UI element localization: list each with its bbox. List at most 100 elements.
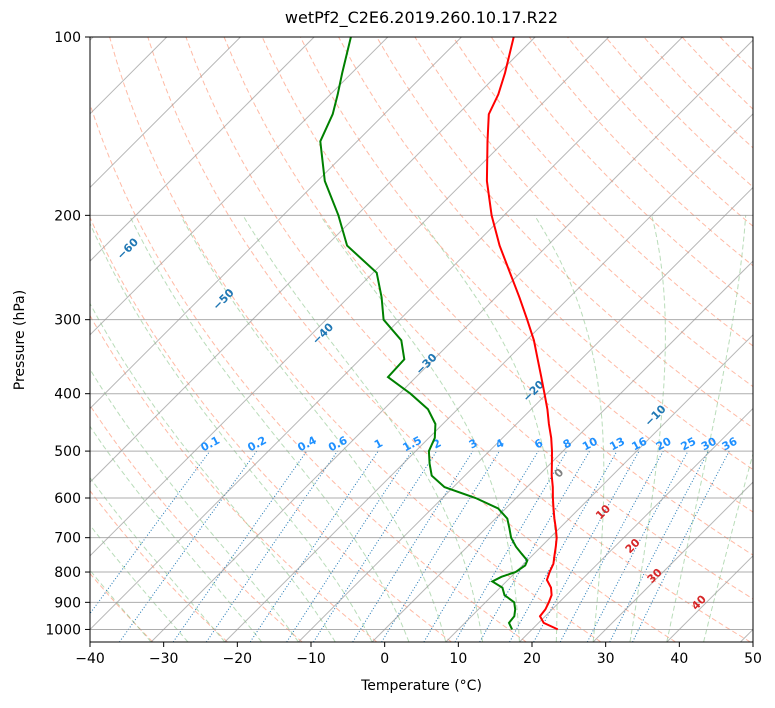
isotherm-line <box>519 407 753 642</box>
dry-adiabat-label: −50 <box>210 286 237 313</box>
mixing-ratio-line <box>352 450 474 642</box>
dry-adiabat-line <box>109 37 602 642</box>
mixing-ratio-line <box>249 450 379 642</box>
isotherm-line <box>90 37 389 336</box>
mixing-ratio-line <box>509 450 618 642</box>
axes: −40 −30 −20 −10 0 10 20 30 40 5010020030040050060… <box>45 30 762 667</box>
dry-adiabat-line <box>90 102 527 642</box>
y-tick-label: 1000 <box>45 622 81 638</box>
x-tick-label: 40 <box>670 651 688 667</box>
mixing-ratio-label: 10 <box>580 435 600 454</box>
moist-adiabat-line <box>90 368 299 642</box>
dry-adiabat-line <box>0 37 3 642</box>
isotherm-line <box>666 555 753 642</box>
mixing-ratio-line <box>205 450 338 642</box>
mixing-ratio-line <box>423 450 539 642</box>
isotherm-line <box>150 39 753 642</box>
dry-adiabat-line <box>185 37 751 642</box>
mixing-ratio-label: 30 <box>699 435 719 454</box>
x-axis-label: Temperature (°C) <box>361 678 482 694</box>
x-tick-label: 20 <box>523 651 541 667</box>
mixing-ratio-line <box>632 450 730 642</box>
dewpoint-profile <box>319 37 529 630</box>
isotherm-line <box>90 37 462 410</box>
moist-adiabat-line <box>90 302 336 642</box>
mixing-ratio-label: 1 <box>372 436 385 451</box>
isotherm-line <box>445 334 753 642</box>
x-tick-label: 50 <box>744 651 762 667</box>
mixing-ratio-label: 8 <box>561 436 574 451</box>
mixing-ratio-line <box>533 450 640 642</box>
sounding-profiles <box>319 37 559 631</box>
y-tick-label: 200 <box>54 208 81 224</box>
moist-adiabat-label: 40 <box>689 592 709 612</box>
isotherm-line <box>90 37 241 189</box>
dry-adiabat-line <box>643 37 753 149</box>
isotherm-line <box>90 37 610 557</box>
y-tick-label: 700 <box>54 531 81 547</box>
dry-adiabat-line <box>490 37 753 307</box>
dry-adiabat-line <box>299 37 753 513</box>
isotherm-line <box>90 37 94 41</box>
isotherm-line <box>0 37 19 642</box>
y-tick-label: 800 <box>54 565 81 581</box>
isotherm-line <box>592 481 753 642</box>
moist-adiabat-line <box>180 215 447 642</box>
moist-adiabat-line <box>129 215 410 642</box>
dry-adiabat-line <box>414 37 753 388</box>
x-tick-label: −10 <box>296 651 326 667</box>
moist-adiabat-line <box>90 569 152 642</box>
isotherm-line <box>90 37 536 483</box>
moist-adiabat-label: 20 <box>623 536 643 556</box>
x-tick-label: 30 <box>597 651 615 667</box>
mixing-ratio-line <box>454 450 568 642</box>
isotherm-line <box>90 37 315 262</box>
mixing-ratio-line <box>313 450 438 642</box>
dry-adiabat-line <box>147 37 676 642</box>
mixing-ratio-label: 16 <box>630 435 650 454</box>
x-tick-label: −40 <box>75 651 105 667</box>
dry-adiabat-line <box>528 37 753 267</box>
y-tick-label: 300 <box>54 313 81 329</box>
mixing-ratio-label: 25 <box>679 435 699 454</box>
mixing-ratio-label: 20 <box>654 435 674 454</box>
isotherm-line <box>90 37 168 115</box>
y-tick-label: 600 <box>54 491 81 507</box>
mixing-ratio-label: 13 <box>607 435 627 454</box>
chart-title: wetPf2_C2E6.2019.260.10.17.R22 <box>284 8 559 27</box>
mixing-ratio-label: 36 <box>720 435 740 454</box>
isotherm-line <box>224 113 753 642</box>
plot-frame <box>89 36 754 643</box>
moist-adiabat-line <box>703 452 753 642</box>
moist-adiabat-line <box>534 215 605 642</box>
y-tick-label: 400 <box>54 387 81 403</box>
dry-adiabat-line <box>681 37 753 110</box>
dry-adiabat-label: −60 <box>114 235 141 262</box>
moist-adiabat-line <box>90 524 189 642</box>
dry-adiabat-line <box>758 37 775 642</box>
mixing-ratio-line <box>586 450 689 642</box>
moist-adiabat-label: 10 <box>593 502 613 522</box>
mixing-ratio-label: 3 <box>467 436 480 451</box>
moist-adiabat-line <box>90 425 262 642</box>
dry-adiabat-line <box>338 37 753 471</box>
dry-adiabat-line <box>90 489 228 642</box>
moist-adiabat-line <box>629 215 666 642</box>
moist-adiabat-line <box>90 476 226 642</box>
dry-adiabat-line <box>376 37 753 429</box>
mixing-ratio-line <box>559 450 664 642</box>
moist-adiabat-line <box>242 215 484 642</box>
moist-adiabat-line <box>417 215 558 642</box>
mixing-ratio-line <box>609 450 709 642</box>
background-lines <box>0 37 775 642</box>
dry-adiabat-line <box>0 37 78 642</box>
moist-adiabat-line <box>666 215 747 642</box>
moist-adiabat-label: 0 <box>552 466 567 481</box>
dry-adiabat-line <box>90 572 154 642</box>
dry-adiabat-label: −70 <box>22 186 49 213</box>
x-tick-label: 10 <box>449 651 467 667</box>
x-tick-label: 0 <box>380 651 389 667</box>
isotherm-line <box>740 628 753 642</box>
isotherm-line <box>371 260 753 642</box>
mixing-ratio-line <box>90 450 211 615</box>
